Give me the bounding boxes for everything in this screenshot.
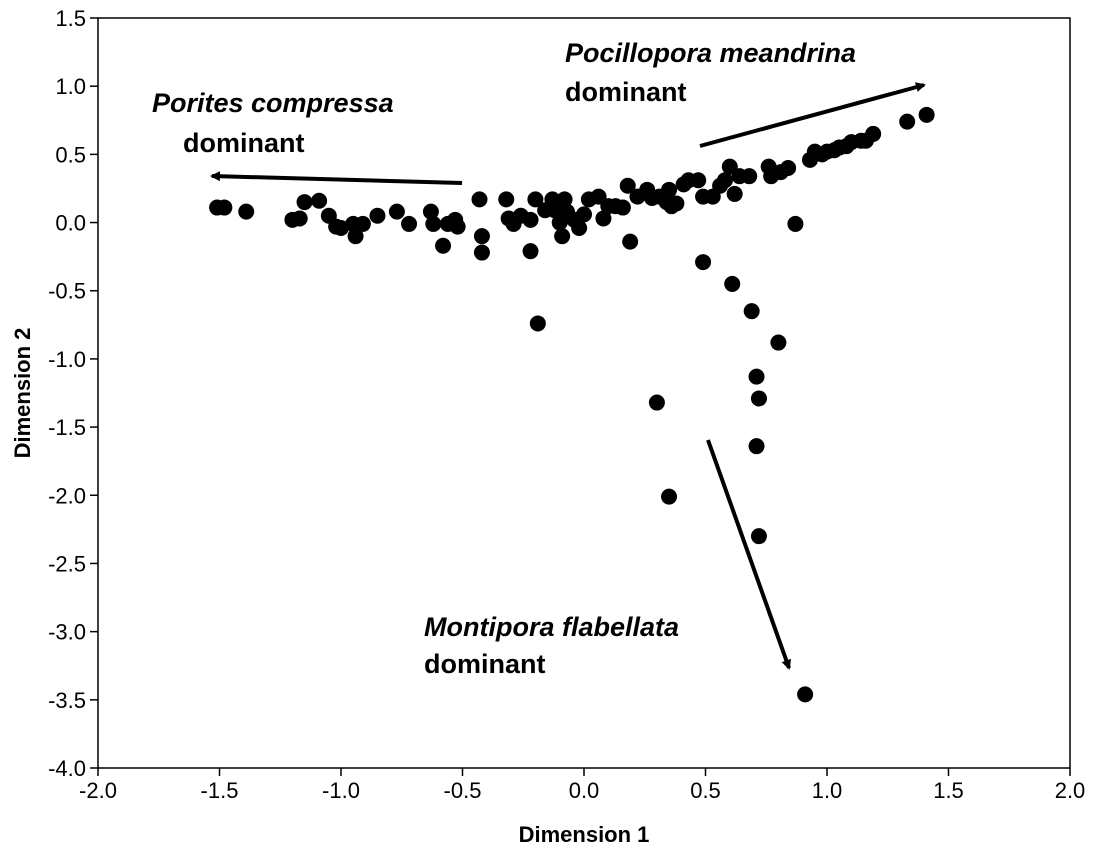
- point: [354, 215, 371, 232]
- point: [668, 195, 685, 212]
- x-tick-label: -0.5: [444, 778, 482, 803]
- y-tick-label: -0.5: [48, 279, 86, 304]
- y-tick-label: -2.0: [48, 483, 86, 508]
- y-tick-label: 0.5: [55, 142, 86, 167]
- point: [238, 203, 255, 220]
- x-tick-label: -1.5: [201, 778, 239, 803]
- point: [473, 228, 490, 245]
- point: [527, 191, 544, 208]
- point: [369, 207, 386, 224]
- x-axis-label: Dimension 1: [519, 822, 650, 847]
- point: [748, 368, 765, 385]
- y-tick-label: -1.5: [48, 415, 86, 440]
- x-tick-label: -2.0: [79, 778, 117, 803]
- point: [347, 228, 364, 245]
- point: [291, 210, 308, 227]
- x-tick-label: -1.0: [322, 778, 360, 803]
- y-tick-label: -3.0: [48, 620, 86, 645]
- point: [622, 233, 639, 250]
- point: [571, 220, 588, 236]
- y-tick-label: -1.0: [48, 347, 86, 372]
- point: [498, 191, 515, 208]
- point: [797, 686, 814, 703]
- point: [311, 192, 328, 209]
- point: [529, 315, 546, 332]
- y-tick-label: -2.5: [48, 551, 86, 576]
- y-tick-label: 0.0: [55, 211, 86, 236]
- y-tick-label: 1.0: [55, 74, 86, 99]
- point: [619, 177, 636, 194]
- point: [726, 185, 743, 202]
- point: [750, 390, 767, 407]
- x-tick-label: 0.5: [690, 778, 721, 803]
- point: [401, 215, 418, 232]
- point: [435, 237, 452, 254]
- point: [425, 215, 442, 232]
- point: [614, 199, 631, 216]
- annotation-species: Porites compressa: [152, 88, 394, 118]
- x-tick-label: 2.0: [1055, 778, 1086, 803]
- point: [522, 243, 539, 260]
- point: [770, 334, 787, 351]
- annotation-species: Montipora flabellata: [424, 612, 679, 642]
- point: [865, 125, 882, 142]
- point: [216, 199, 233, 216]
- point: [522, 211, 539, 228]
- point: [748, 438, 765, 455]
- x-tick-label: 0.0: [569, 778, 600, 803]
- point: [750, 528, 767, 545]
- point: [661, 181, 678, 198]
- point: [661, 488, 678, 505]
- point: [595, 210, 612, 227]
- point: [556, 191, 573, 208]
- point: [388, 203, 405, 220]
- point: [471, 191, 488, 208]
- y-axis-label: Dimension 2: [10, 328, 35, 459]
- annotation-text: dominant: [424, 649, 546, 679]
- arrow: [699, 82, 926, 148]
- arrow: [210, 171, 463, 185]
- annotation-text: dominant: [565, 77, 687, 107]
- point: [554, 228, 571, 245]
- point: [422, 203, 439, 220]
- point: [918, 106, 935, 123]
- point: [695, 254, 712, 271]
- y-tick-label: -4.0: [48, 756, 86, 781]
- point: [690, 172, 707, 189]
- point: [716, 172, 733, 189]
- point: [741, 168, 758, 185]
- y-tick-label: -3.5: [48, 688, 86, 713]
- point: [648, 394, 665, 411]
- point: [780, 160, 797, 176]
- y-tick-label: 1.5: [55, 6, 86, 31]
- annotation-text: dominant: [183, 128, 305, 158]
- point: [576, 206, 592, 223]
- arrow: [706, 439, 792, 670]
- point: [449, 218, 466, 235]
- annotation-species: Pocillopora meandrina: [565, 38, 856, 68]
- x-tick-label: 1.5: [933, 778, 964, 803]
- point: [546, 202, 563, 219]
- point: [296, 194, 313, 211]
- point: [899, 113, 916, 130]
- point: [787, 215, 804, 232]
- point: [333, 220, 349, 236]
- point: [743, 303, 760, 320]
- point: [724, 275, 741, 292]
- point: [473, 244, 490, 261]
- x-tick-label: 1.0: [812, 778, 843, 803]
